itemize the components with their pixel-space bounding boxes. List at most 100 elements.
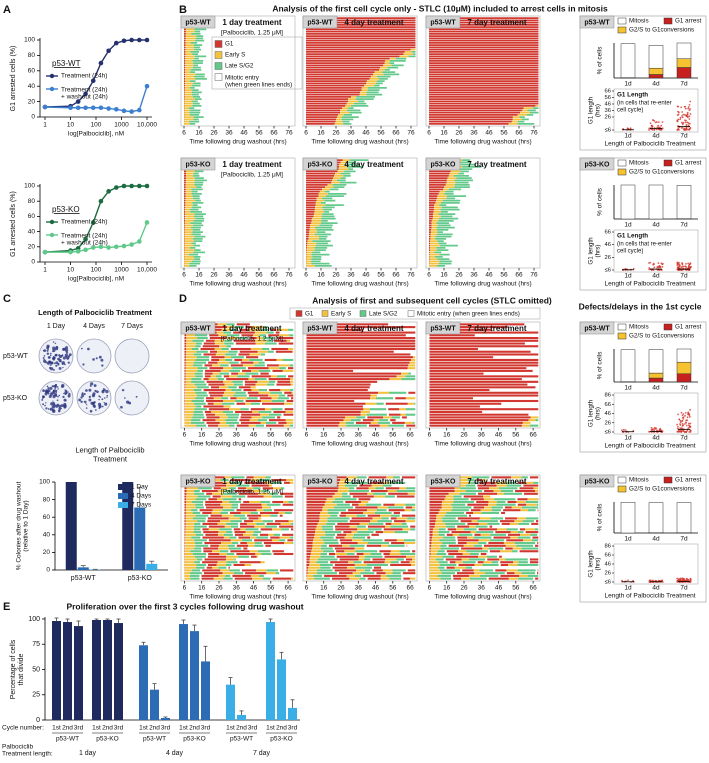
x-tick-label: 56: [512, 432, 520, 439]
colony: [45, 407, 47, 409]
x-tick-label: 76: [407, 272, 415, 279]
trace-segment: [346, 515, 357, 517]
trace-segment: [186, 526, 194, 528]
data-point: [83, 248, 88, 253]
trace-segment: [538, 498, 539, 500]
trace-segment: [197, 386, 209, 388]
colony: [53, 357, 55, 359]
trace-segment: [236, 342, 256, 344]
trace-segment: [318, 193, 328, 195]
trace-segment: [272, 550, 284, 552]
x-tick-label: 1d: [624, 536, 632, 543]
trace-segment: [242, 370, 251, 372]
trace-segment: [204, 542, 221, 544]
trace-segment: [184, 204, 185, 206]
trace-segment: [429, 414, 528, 416]
trace-segment: [184, 400, 185, 402]
trace-segment: [289, 520, 294, 522]
trace-segment: [429, 119, 513, 121]
trace-segment: [356, 98, 374, 100]
trace-segment: [339, 572, 353, 574]
trace-segment: [343, 175, 350, 177]
trace-segment: [369, 523, 383, 525]
trace-segment: [288, 348, 293, 350]
trace-segment: [279, 526, 293, 528]
trace-segment: [255, 553, 261, 555]
trace-segment: [368, 526, 385, 528]
trace-segment: [240, 528, 245, 530]
trace-segment: [284, 392, 291, 394]
trace-segment: [194, 76, 205, 78]
trace-segment: [226, 564, 232, 566]
trace-segment: [491, 506, 503, 508]
trace-segment: [379, 69, 385, 71]
trace-segment: [517, 498, 527, 500]
x-tick-label: 46: [485, 272, 493, 279]
trace-segment: [437, 249, 449, 251]
trace-segment: [429, 76, 539, 78]
trace-segment: [282, 534, 293, 536]
trace-segment: [335, 123, 344, 125]
trace-segment: [397, 375, 406, 377]
trace-segment: [185, 403, 194, 405]
trace-segment: [184, 229, 185, 231]
data-point: [122, 244, 127, 249]
trace-segment: [203, 419, 216, 421]
chart-title: p53-KO: [52, 205, 80, 214]
trace-segment: [306, 342, 415, 344]
trace-segment: [249, 425, 256, 427]
trace-segment: [224, 534, 233, 536]
scatter-dot: [684, 106, 686, 108]
trace-segment: [429, 65, 539, 67]
trace-segment: [385, 526, 390, 528]
trace-segment: [306, 182, 331, 184]
trace-segment: [429, 107, 524, 109]
trace-segment: [223, 367, 232, 369]
trace-segment: [344, 419, 351, 421]
scatter-dot: [682, 578, 684, 580]
trace-segment: [185, 216, 194, 218]
trace-segment: [430, 569, 440, 571]
colony: [86, 407, 88, 409]
trace-segment: [193, 103, 200, 105]
data-point: [145, 84, 150, 89]
treatment-label: 4 day treatment: [344, 324, 403, 333]
trace-segment: [333, 567, 347, 569]
trace-segment: [371, 553, 382, 555]
trace-segment: [223, 572, 234, 574]
trace-segment: [306, 53, 403, 55]
trace-segment: [289, 501, 294, 503]
trace-segment: [440, 564, 457, 566]
trace-segment: [284, 482, 290, 484]
trace-segment: [196, 567, 205, 569]
trace-segment: [218, 547, 229, 549]
trace-segment: [350, 520, 370, 522]
trace-segment: [184, 378, 185, 380]
trace-segment: [251, 556, 257, 558]
trace-segment: [429, 114, 518, 116]
trace-segment: [186, 370, 198, 372]
trace-segment: [184, 87, 185, 89]
trace-segment: [308, 567, 320, 569]
scatter-dot: [689, 104, 691, 106]
trace-segment: [204, 572, 223, 574]
trace-segment: [516, 545, 533, 547]
bar-segment: [621, 44, 635, 78]
trace-segment: [501, 564, 508, 566]
scatter-dot: [676, 424, 678, 426]
trace-segment: [306, 400, 354, 402]
trace-segment: [219, 345, 226, 347]
scatter-dot: [652, 264, 654, 266]
y-tick-label: 0: [31, 259, 35, 266]
trace-segment: [186, 184, 195, 186]
trace-segment: [234, 359, 242, 361]
colony: [67, 358, 69, 360]
trace-segment: [440, 254, 450, 256]
trace-segment: [523, 520, 534, 522]
trace-segment: [325, 191, 330, 193]
trace-segment: [250, 419, 258, 421]
scatter-dot: [682, 114, 684, 116]
legend-swatch: [618, 160, 626, 166]
trace-segment: [184, 515, 185, 517]
colony: [94, 390, 96, 392]
